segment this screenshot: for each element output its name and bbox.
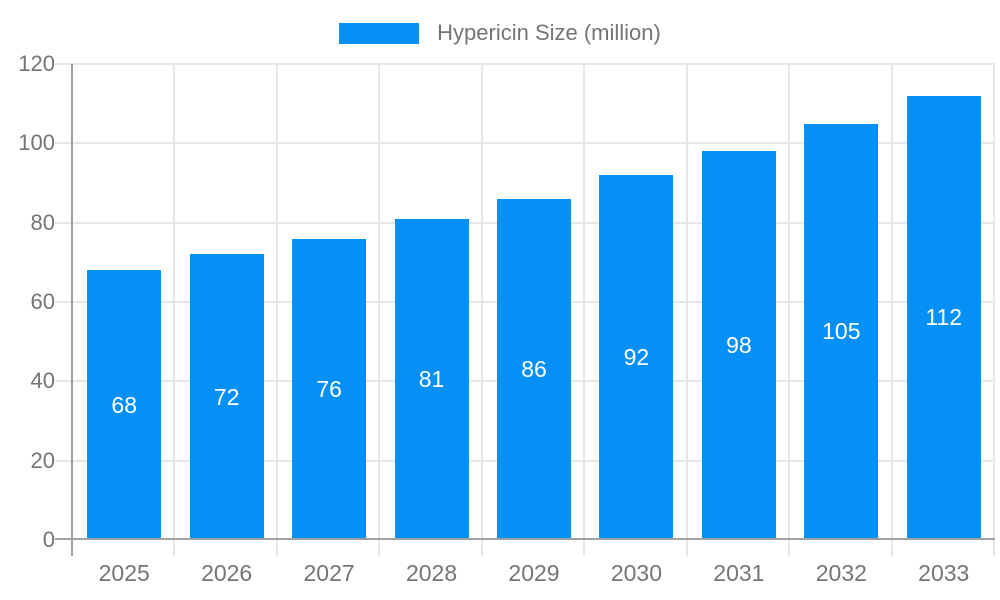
plot-area: 68 72 76 81 86 92 98 105 112 <box>55 63 995 556</box>
y-tick-label: 0 <box>42 527 55 552</box>
y-axis-line <box>71 64 73 556</box>
bar-value-label: 105 <box>822 318 861 345</box>
gridline-vertical <box>583 64 586 556</box>
legend-label: Hypericin Size (million) <box>437 20 661 45</box>
x-tick-label: 2033 <box>918 560 970 586</box>
bar: 92 <box>599 175 674 540</box>
x-tick-label: 2026 <box>201 560 253 586</box>
bar-value-label: 98 <box>726 332 752 359</box>
x-tick-label: 2031 <box>713 560 765 586</box>
x-tick-label: 2029 <box>508 560 560 586</box>
y-tick-label: 80 <box>30 209 55 235</box>
gridline-vertical <box>275 64 278 556</box>
gridline-vertical <box>173 64 176 556</box>
chart-legend: Hypericin Size (million) <box>0 20 1000 46</box>
gridline-horizontal <box>55 63 995 65</box>
x-tick-label: 2025 <box>98 560 150 586</box>
legend-item[interactable]: Hypericin Size (million) <box>339 20 661 46</box>
x-tick-label: 2030 <box>610 560 663 586</box>
gridline-horizontal <box>55 142 995 145</box>
gridline-vertical <box>993 64 995 556</box>
gridline-vertical <box>788 64 791 556</box>
bar: 76 <box>292 238 367 540</box>
gridline-vertical <box>378 64 381 556</box>
bar-value-label: 92 <box>623 344 650 371</box>
bar-value-label: 76 <box>316 375 342 402</box>
bar-value-label: 112 <box>925 304 963 331</box>
gridline-vertical <box>480 64 483 556</box>
bar: 68 <box>87 270 162 540</box>
bar-value-label: 68 <box>111 391 138 418</box>
bar: 72 <box>189 254 264 540</box>
x-tick-label: 2028 <box>405 560 458 586</box>
y-tick-label: 120 <box>18 51 55 76</box>
y-tick-label: 100 <box>18 130 55 156</box>
y-tick-label: 20 <box>30 447 55 473</box>
bar: 81 <box>394 218 469 540</box>
gridline-vertical <box>685 64 688 556</box>
bar: 98 <box>701 151 776 540</box>
legend-swatch <box>339 22 420 44</box>
bar: 105 <box>804 123 879 540</box>
bar: 112 <box>906 95 981 540</box>
x-tick-label: 2027 <box>303 560 355 586</box>
gridline-vertical <box>890 64 893 556</box>
bar-value-label: 86 <box>521 355 547 382</box>
x-axis-line <box>55 538 995 540</box>
bar: 86 <box>497 198 571 540</box>
bar-value-label: 81 <box>418 365 445 392</box>
bar-value-label: 72 <box>213 383 240 410</box>
y-tick-label: 40 <box>30 368 55 394</box>
x-tick-label: 2032 <box>815 560 867 586</box>
y-tick-label: 60 <box>30 289 55 314</box>
